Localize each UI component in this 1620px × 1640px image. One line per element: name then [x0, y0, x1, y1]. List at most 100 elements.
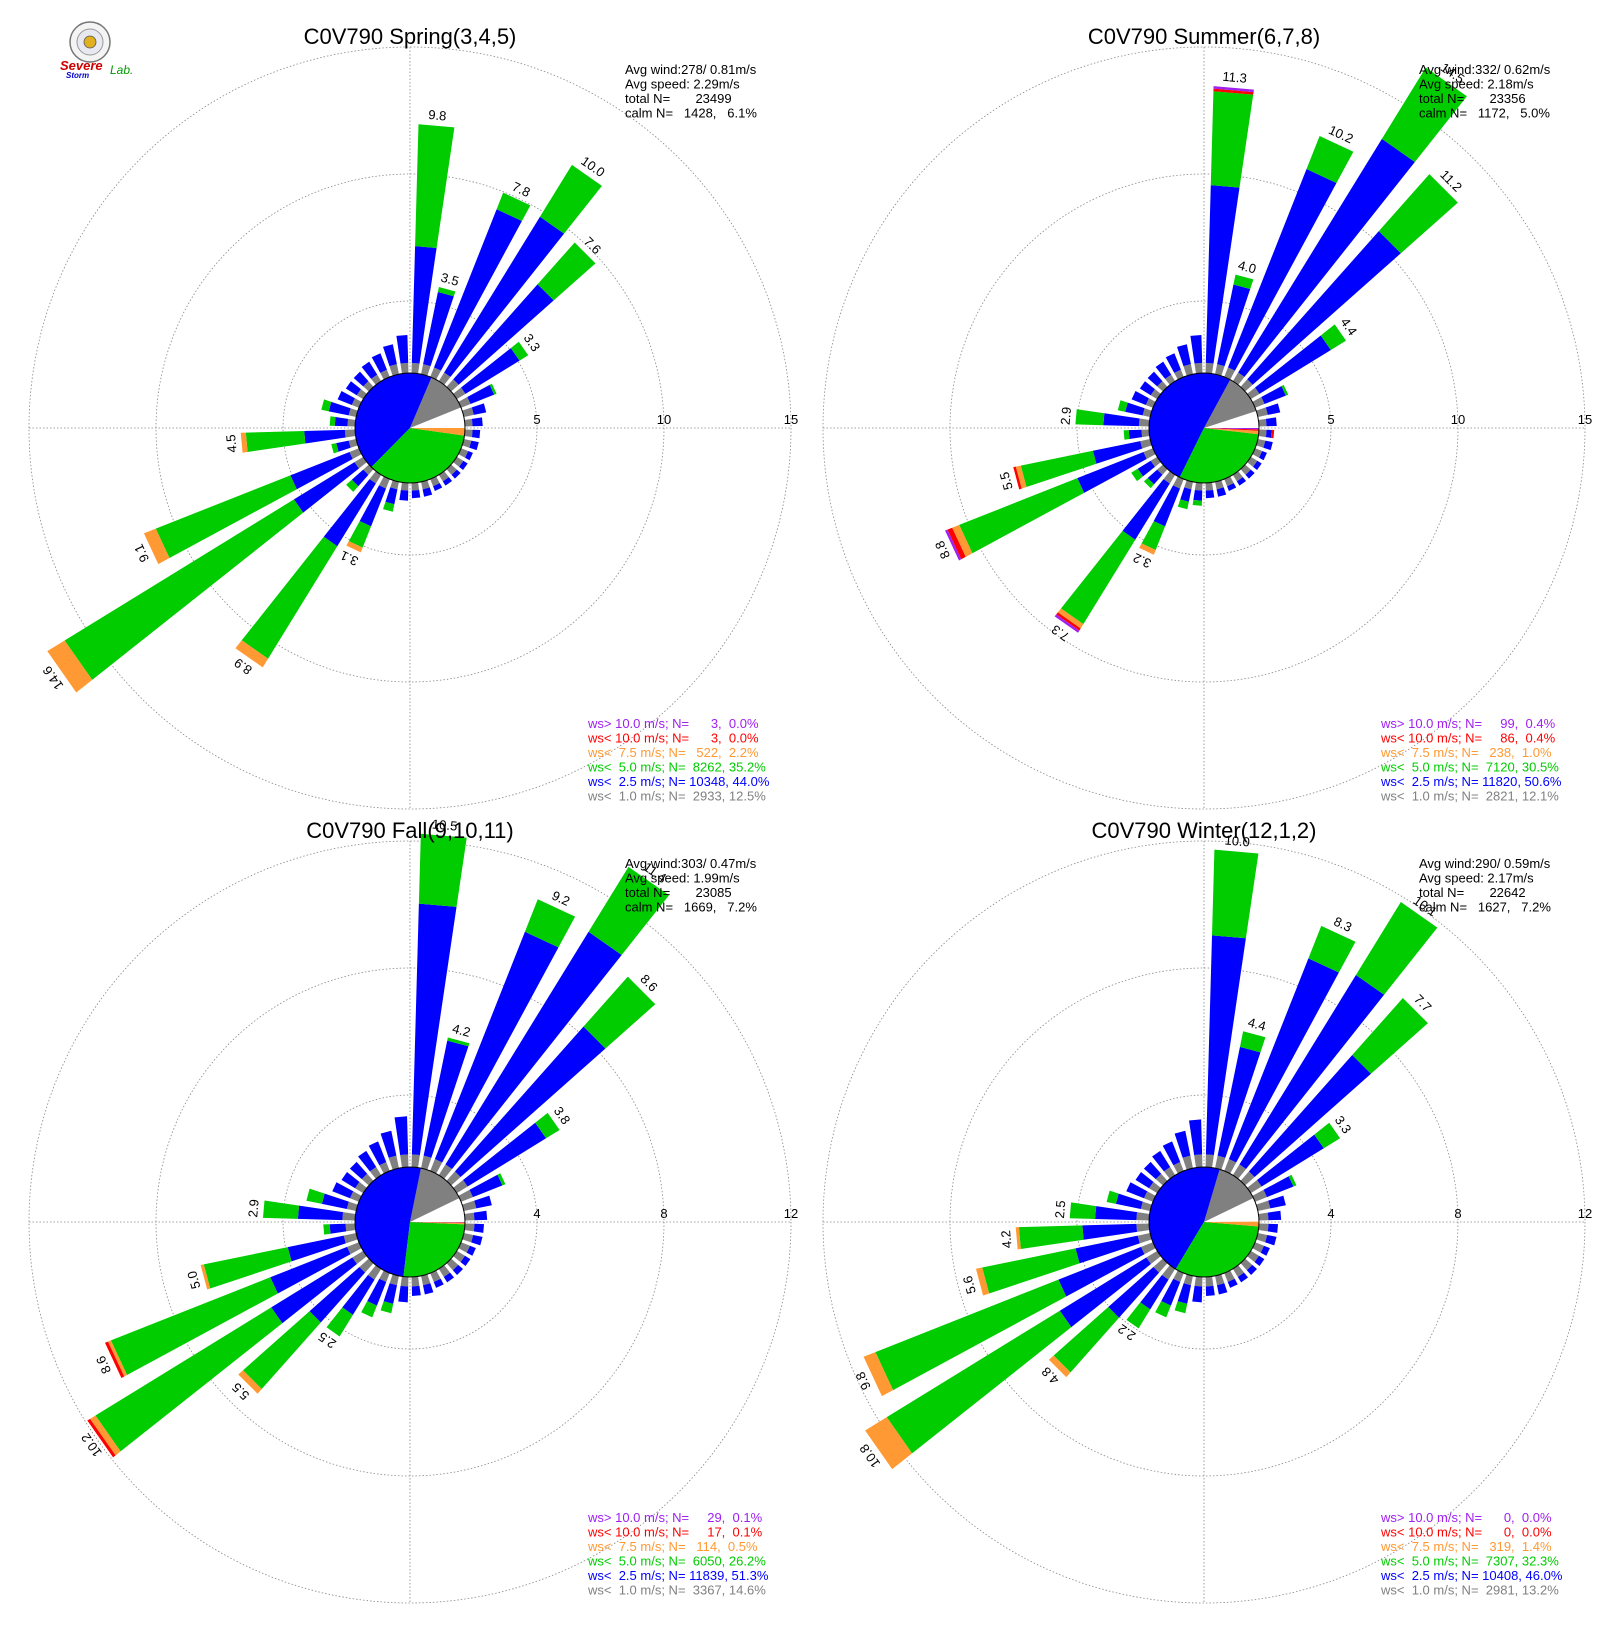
wind-bar-segment — [1270, 429, 1275, 439]
legend-entry: ws< 2.5 m/s; N= 10408, 46.0% — [1380, 1568, 1563, 1583]
wind-bar-segment — [1117, 400, 1128, 412]
wind-bar-segment — [1213, 86, 1254, 93]
wind-bar-segment — [390, 480, 399, 490]
wind-bar-segment — [524, 899, 576, 948]
wind-bar-segment — [1227, 169, 1337, 371]
stats-line: Avg wind:332/ 0.62m/s — [1419, 62, 1551, 77]
wind-bar-segment — [348, 408, 358, 417]
legend-entry: ws< 10.0 m/s; N= 0, 0.0% — [1380, 1525, 1552, 1540]
center-pie-slice — [1204, 1221, 1260, 1227]
legend-entry: ws< 2.5 m/s; N= 11820, 50.6% — [1380, 774, 1562, 789]
wind-bar-segment — [1263, 440, 1273, 451]
wind-bar-segment — [474, 1195, 492, 1209]
windrose-panel-4: 4 8 1210.04.48.310.17.73.32.24.810.89.85.6… — [822, 818, 1592, 1604]
wind-bar-segment — [423, 1040, 469, 1158]
wind-bar-segment — [383, 1283, 398, 1304]
logo-text-storm: Storm — [66, 71, 89, 80]
wind-bar-segment — [465, 451, 473, 461]
stats-line: Avg speed: 2.17m/s — [1419, 871, 1534, 886]
logo-text-severe: Severe — [60, 58, 103, 73]
wind-bar-segment — [1092, 441, 1143, 464]
wind-bar-segment — [341, 1172, 360, 1189]
wind-bar-segment — [947, 527, 966, 560]
wind-bar-segment — [1263, 1176, 1294, 1198]
center-pie-slice — [410, 1222, 466, 1223]
wind-bar-segment — [380, 369, 390, 380]
center-pie-outline — [1148, 372, 1260, 484]
ring-label: 5 — [1327, 412, 1334, 427]
wind-bar-segment — [394, 1116, 409, 1156]
wind-bar-segment — [1082, 1223, 1138, 1240]
center-pie-slice — [403, 1222, 465, 1278]
wind-bar-segment — [1143, 448, 1156, 459]
stats-line: total N= 23356 — [1419, 91, 1526, 106]
wind-bar-segment — [344, 429, 356, 438]
wind-bar-segment — [446, 1258, 459, 1271]
wind-bar-segment — [865, 1417, 913, 1470]
wind-bar-segment — [463, 1122, 547, 1187]
wind-bar-segment — [1141, 1242, 1156, 1255]
bar-value-label: 10.5 — [431, 816, 458, 833]
wind-bar-segment — [1075, 409, 1105, 426]
ring-label: 12 — [784, 1206, 798, 1221]
wind-bar-segment — [1288, 1174, 1297, 1187]
wind-bar-segment — [1136, 1212, 1150, 1221]
wind-bar-segment — [1268, 1195, 1286, 1209]
stats-line: calm N= 1428, 6.1% — [625, 106, 757, 121]
wind-bar-segment — [461, 348, 520, 394]
wind-bar-segment — [1137, 460, 1155, 477]
wind-bar-segment — [1077, 451, 1147, 493]
legend-entry: ws< 7.5 m/s; N= 114, 0.5% — [587, 1539, 758, 1554]
wind-bar-segment — [398, 1285, 409, 1303]
wind-bar-segment — [1308, 925, 1356, 973]
stats-line: calm N= 1172, 5.0% — [1419, 106, 1550, 121]
wind-bar-segment — [380, 1130, 397, 1158]
wind-bar-segment — [385, 487, 398, 505]
center-pie-slice — [410, 1222, 465, 1225]
windrose-panel-3: 4 8 1210.54.29.211.48.63.82.55.510.28.65.0… — [28, 816, 798, 1604]
wind-bar-segment — [411, 482, 420, 491]
legend-entry: ws< 7.5 m/s; N= 522, 2.2% — [587, 745, 759, 760]
wind-bar-segment — [1126, 1182, 1148, 1199]
wind-bar-segment — [1258, 1223, 1269, 1232]
wind-bar-segment — [454, 1026, 606, 1178]
wind-bar-segment — [411, 489, 421, 499]
wind-bar-segment — [329, 1223, 347, 1234]
wind-bar-segment — [1155, 1301, 1171, 1318]
wind-bar-segment — [271, 1257, 357, 1324]
wind-bar-segment — [1161, 1265, 1176, 1280]
wind-bar-segment — [1180, 487, 1192, 502]
wind-bar-segment — [421, 1155, 432, 1170]
legend-entry: ws> 10.0 m/s; N= 99, 0.4% — [1380, 716, 1556, 731]
wind-bar-segment — [458, 1242, 470, 1253]
wind-bar-segment — [1194, 1154, 1203, 1168]
wind-bar-segment — [437, 287, 456, 297]
wind-bar-segment — [1155, 1173, 1168, 1186]
wind-bar-segment — [321, 399, 332, 412]
wind-bar-segment — [1247, 387, 1260, 400]
wind-bar-segment — [1141, 521, 1166, 550]
wind-bar-segment — [430, 476, 440, 487]
wind-bar-segment — [458, 1189, 473, 1202]
wind-bar-segment — [1205, 1276, 1214, 1287]
legend-entry: ws< 10.0 m/s; N= 86, 0.4% — [1380, 731, 1556, 746]
wind-bar-segment — [304, 429, 346, 444]
wind-bar-segment — [453, 284, 554, 385]
wind-bar-segment — [1128, 429, 1143, 439]
wind-bar-segment — [1227, 1278, 1238, 1288]
wind-bar-segment — [64, 499, 304, 680]
wind-bar-segment — [462, 1200, 477, 1211]
wind-bar-segment — [1232, 1164, 1247, 1179]
bar-value-label: 5.6 — [960, 1274, 979, 1295]
wind-bar-segment — [400, 482, 409, 491]
wind-bar-segment — [1212, 849, 1259, 939]
wind-bar-segment — [383, 501, 395, 512]
wind-bar-segment — [343, 1233, 358, 1244]
wind-bar-segment — [1145, 398, 1156, 408]
wind-bar-segment — [496, 192, 531, 221]
wind-bar-segment — [348, 521, 372, 548]
wind-bar-segment — [345, 1223, 356, 1232]
wind-bar-segment — [1306, 135, 1354, 183]
windrose-panel-1: 5 10 159.83.57.810.07.63.33.18.914.69.14.5… — [28, 24, 798, 810]
ring-label: 10 — [657, 412, 671, 427]
